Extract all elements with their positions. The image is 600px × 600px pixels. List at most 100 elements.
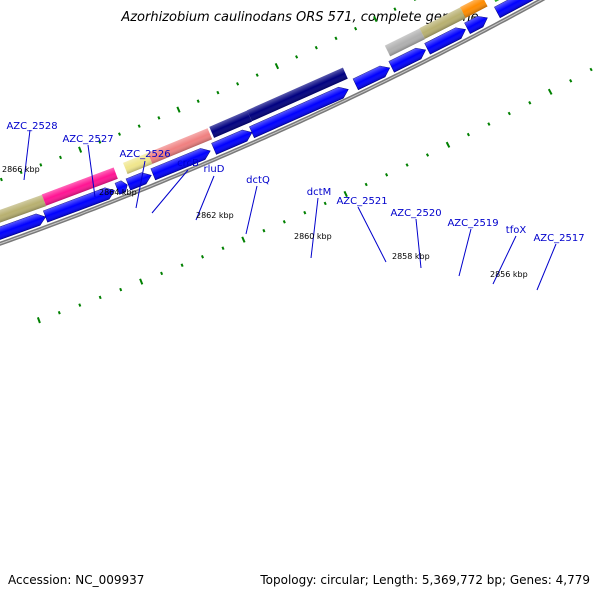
outer-scale-tick (57, 310, 61, 315)
scale-tick (216, 90, 220, 95)
gene-feature-shading (246, 67, 348, 122)
cds-arrow-shading (249, 87, 349, 138)
backbone-layer (0, 0, 546, 246)
cds-arrow-shading (126, 172, 152, 191)
map-title: Azorhizobium caulinodans ORS 571, comple… (121, 10, 479, 25)
gene-feature-shading (123, 152, 153, 174)
label-layer: AZC_2528 AZC_2527 AZC_2526 crcB rluD dctQ dctM… (2, 121, 585, 291)
gene-leader-line (415, 218, 422, 269)
gene-feature-shading (147, 128, 213, 164)
outer-scale-tick (323, 201, 327, 206)
gene-label: tfoX (506, 225, 527, 236)
outer-scale-tick (507, 111, 511, 116)
scale-tick (354, 26, 358, 31)
outer-scale-tick (119, 287, 123, 292)
gene-label: AZC_2517 (533, 233, 584, 244)
scale-label: 2856 kbp (490, 270, 528, 279)
scale-tick (157, 116, 161, 120)
scale-tick (373, 15, 378, 23)
scale-label: 2866 kbp (2, 165, 40, 174)
outer-scale-tick (405, 163, 409, 167)
gene-leader-line (458, 228, 472, 277)
gene-label: AZC_2520 (390, 208, 441, 219)
gene-feature-shading (209, 110, 252, 138)
outer-scale-tick (589, 67, 593, 72)
scale-tick (98, 140, 102, 144)
feature-layer (0, 0, 549, 227)
scale-tick (176, 106, 181, 113)
scale-tick (413, 0, 417, 1)
gene-label: rluD (204, 164, 225, 175)
accession-text: Accession: NC_009937 (8, 573, 145, 587)
outer-scale-tick (528, 101, 532, 105)
gene-leader-line (23, 129, 31, 181)
cds-arrow-shading (115, 180, 128, 195)
outer-scale-tick (547, 88, 553, 95)
outer-scale-tick (139, 278, 144, 285)
outer-scale-tick (303, 210, 307, 215)
scale-tick (19, 170, 23, 175)
scale-label: 2860 kbp (294, 232, 332, 241)
gene-label: dctQ (246, 175, 270, 186)
gene-leader-line (536, 243, 557, 291)
cds-arrow-shading (0, 213, 46, 242)
scale-label: 2862 kbp (196, 211, 234, 220)
gene-feature-shading (41, 167, 118, 206)
outer-scale-tick (569, 79, 573, 83)
tick-layer (0, 0, 593, 324)
cds-arrow-shading (464, 16, 488, 34)
outer-scale-tick (201, 255, 204, 259)
outer-scale-tick (160, 271, 164, 276)
outer-scale-tick (466, 132, 470, 137)
outer-scale-tick (487, 122, 491, 126)
cds-arrow-shading (424, 27, 466, 55)
scale-tick (274, 62, 280, 70)
scale-label: 2864 kbp (99, 188, 137, 197)
scale-tick (39, 163, 43, 167)
genome-backbone-highlight (0, 0, 543, 245)
gene-leader-line (245, 185, 258, 235)
gene-feature-shading (460, 0, 488, 18)
outer-scale-tick (343, 190, 348, 198)
scale-tick (137, 124, 141, 128)
outer-scale-tick (385, 173, 389, 177)
outer-scale-tick (364, 182, 368, 187)
cds-arrow-shading (494, 0, 550, 18)
scale-tick (196, 99, 200, 103)
gene-label: AZC_2526 (119, 149, 170, 160)
outer-scale-tick (241, 236, 246, 243)
scale-tick (78, 146, 83, 153)
outer-scale-tick (180, 263, 184, 267)
scale-tick (393, 7, 397, 11)
cds-arrow-shading (388, 48, 426, 73)
gene-leader-line (310, 197, 319, 259)
gene-leader-line (357, 206, 387, 263)
gene-feature-shading (419, 7, 466, 39)
outer-scale-tick (36, 317, 41, 324)
scale-tick (236, 82, 240, 86)
cds-arrow-shading (43, 187, 115, 223)
outer-scale-tick (221, 246, 225, 250)
gene-label: dctM (307, 187, 331, 198)
gene-leader-line (195, 175, 215, 221)
scale-label: 2858 kbp (392, 252, 430, 261)
cds-arrow-shading (353, 66, 390, 90)
gene-label: AZC_2527 (62, 134, 113, 145)
gene-label: crcB (177, 158, 199, 169)
cds-layer (0, 0, 550, 243)
gene-leader-line (492, 235, 517, 285)
scale-tick (295, 55, 299, 59)
scale-tick (314, 45, 318, 50)
scale-tick (255, 73, 259, 77)
gene-label: AZC_2521 (336, 196, 387, 207)
scale-tick (118, 132, 121, 136)
gene-feature-shading (0, 194, 47, 227)
outer-scale-tick (445, 141, 451, 148)
outer-scale-tick (282, 220, 286, 224)
cds-arrow-shading (211, 130, 253, 155)
gene-leader-line (87, 144, 96, 198)
gene-leader-line (151, 169, 189, 214)
genome-summary-text: Topology: circular; Length: 5,369,772 bp… (260, 573, 590, 587)
gene-feature-shading (384, 28, 426, 57)
